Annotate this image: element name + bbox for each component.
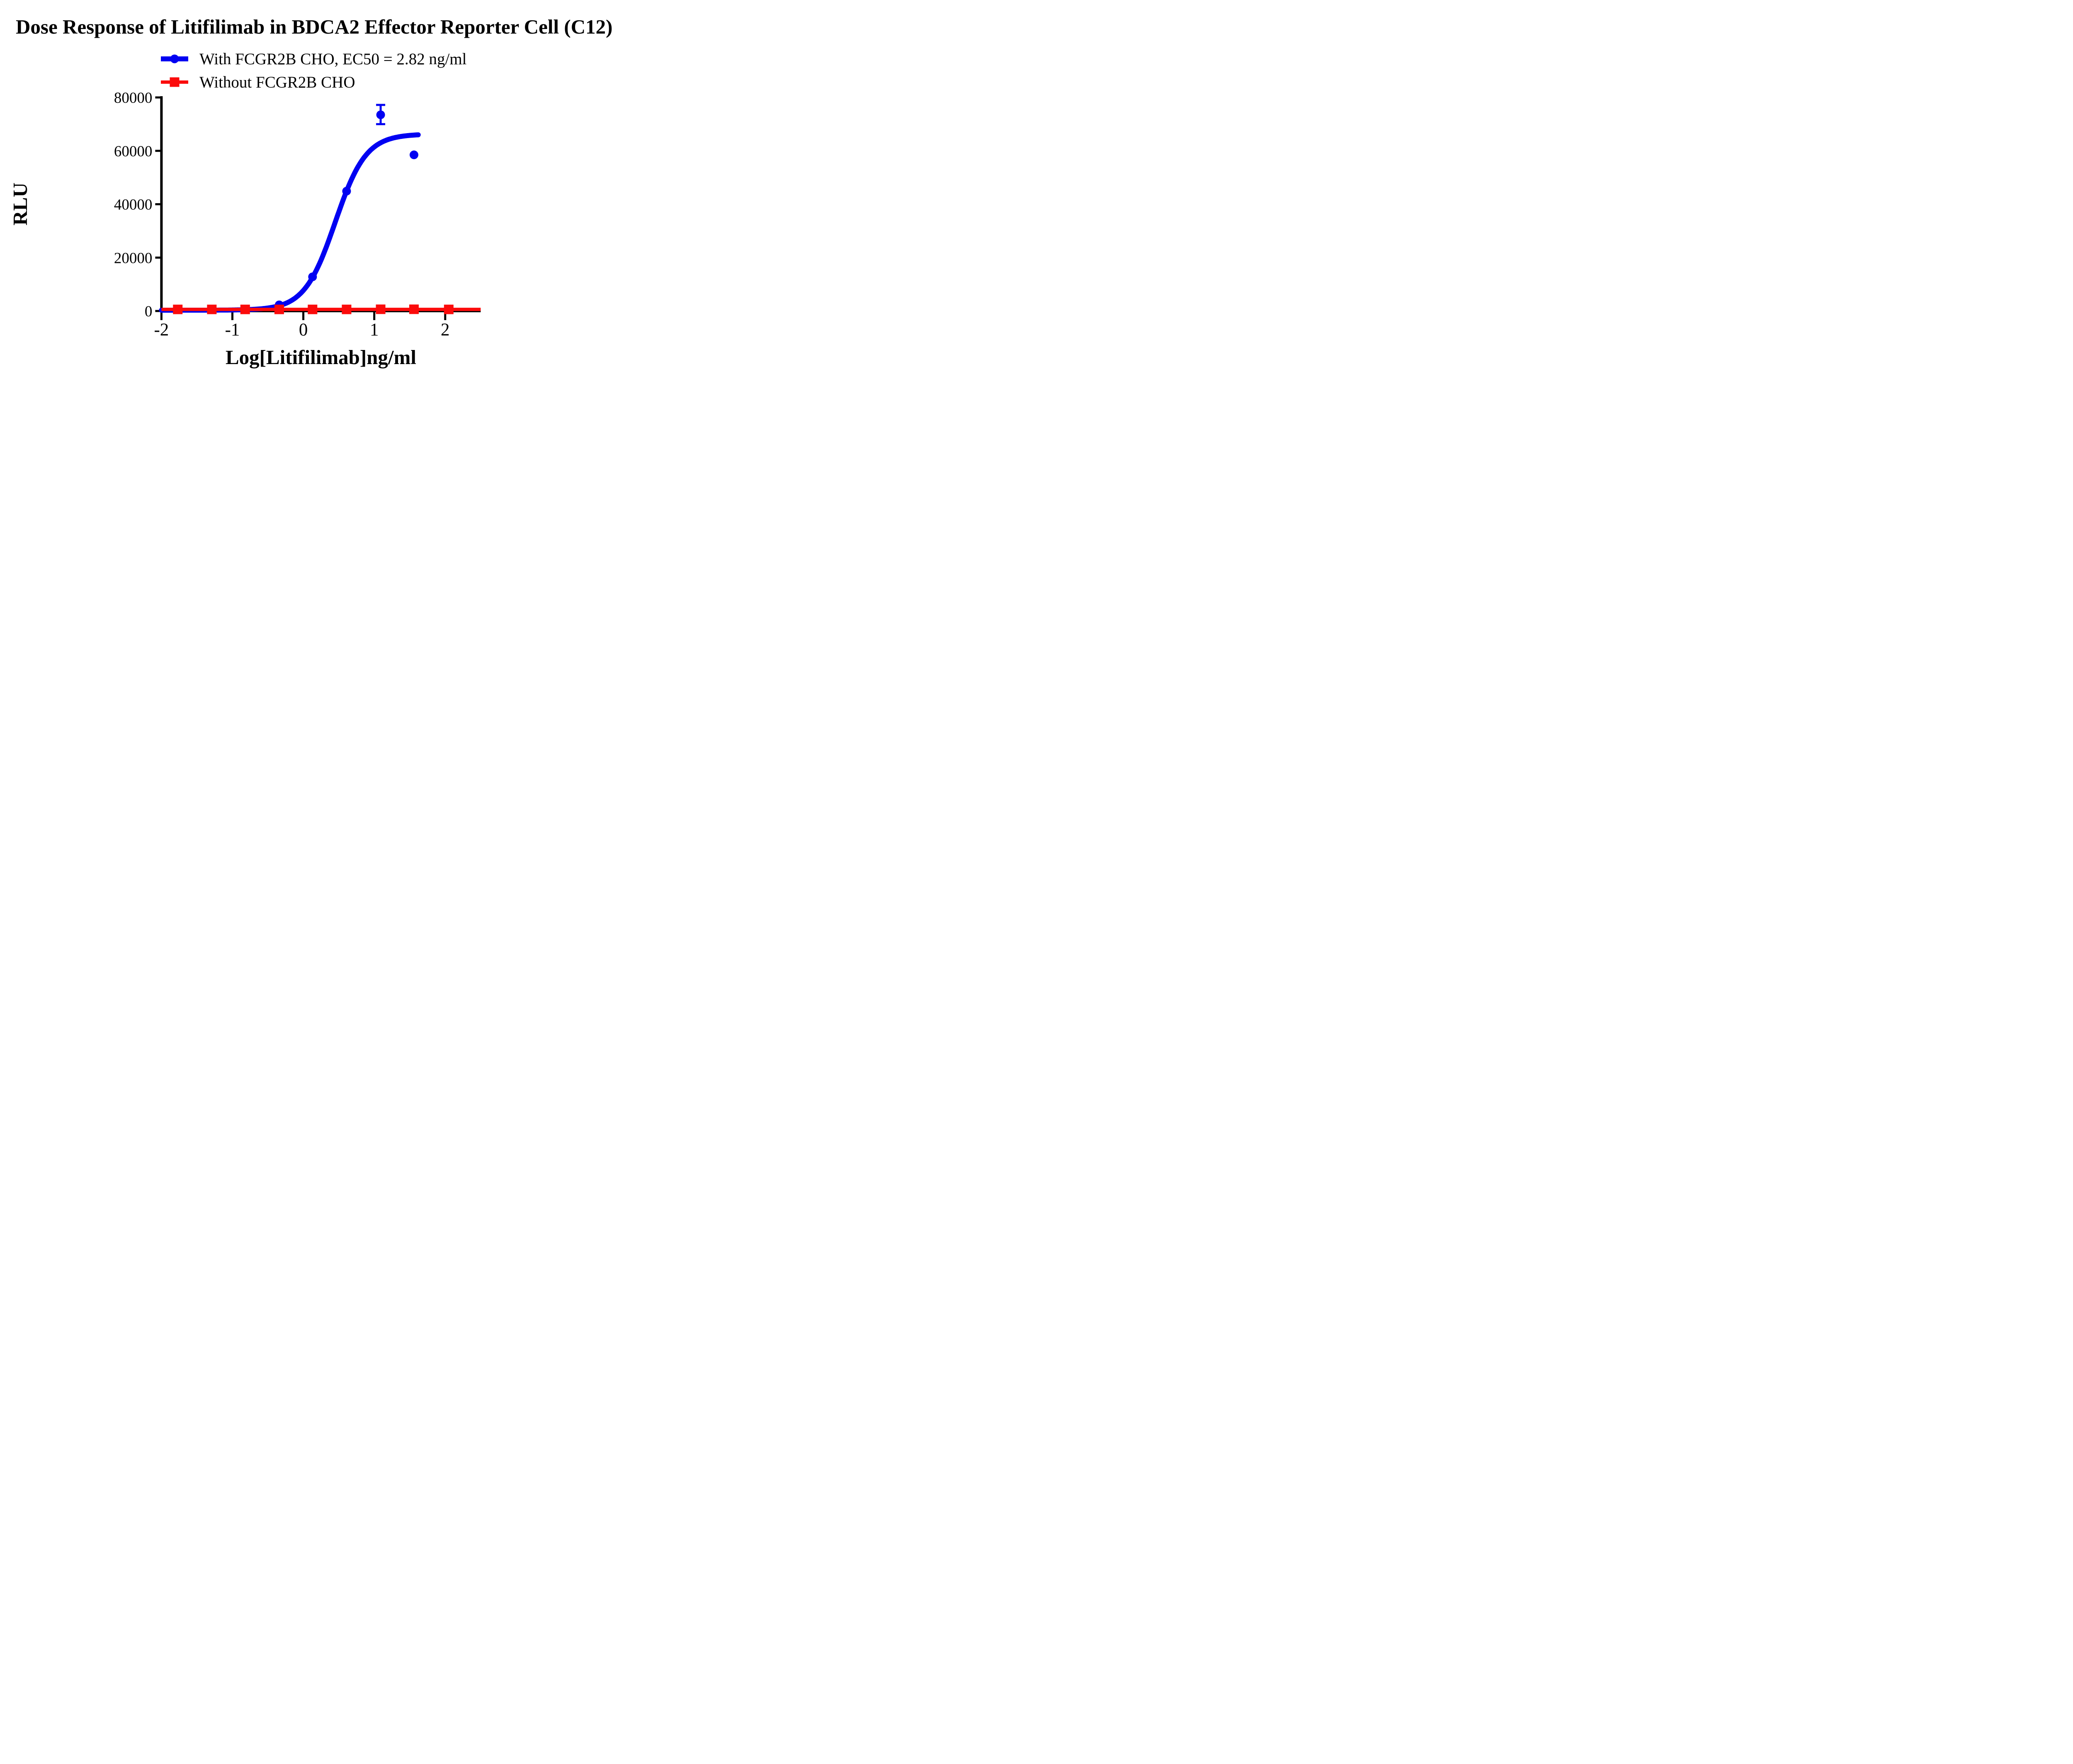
x-tick-label: 2 [441,320,450,340]
red-data-point [207,304,217,314]
legend-item-with-fcgr2b: With FCGR2B CHO, EC50 = 2.82 ng/ml [161,47,467,70]
red-data-point [308,304,318,314]
red-series-swatch [161,77,188,87]
red-data-point [444,304,454,314]
x-tick-label: -1 [225,320,240,340]
red-data-point [342,304,352,314]
red-data-point [376,304,386,314]
red-data-point [173,304,183,314]
blue-data-point [342,187,351,196]
red-data-point [240,304,250,314]
dose-response-plot: 0 20000 40000 60000 80000 -2 -1 0 1 2 [114,90,481,340]
y-tick-label: 80000 [114,90,153,107]
x-axis-title: Log[Litifilimab]ng/ml [225,346,417,369]
blue-data-point [376,110,385,119]
blue-series-swatch [161,54,188,63]
red-data-point [409,304,419,314]
dose-response-figure: Dose Response of Litifilimab in BDCA2 Ef… [0,0,641,381]
y-tick-label: 40000 [114,197,153,214]
x-tick-label: 1 [370,320,379,340]
y-tick-label: 0 [145,303,153,320]
blue-legend-circle-marker [170,54,179,63]
blue-data-point [410,150,419,159]
legend-label-without-fcgr2b: Without FCGR2B CHO [199,73,355,91]
y-tick-label: 20000 [114,250,153,267]
blue-fit-curve [159,132,421,313]
red-legend-square-marker [170,77,180,87]
legend-item-without-fcgr2b: Without FCGR2B CHO [161,70,467,94]
red-data-point [274,304,284,314]
legend: With FCGR2B CHO, EC50 = 2.82 ng/ml Witho… [161,47,467,94]
blue-data-point [308,272,317,282]
legend-label-with-fcgr2b: With FCGR2B CHO, EC50 = 2.82 ng/ml [199,50,467,68]
x-tick-label: -2 [154,320,169,340]
x-tick-label: 0 [299,320,308,340]
chart-title: Dose Response of Litifilimab in BDCA2 Ef… [16,15,613,38]
y-tick-label: 60000 [114,143,153,160]
